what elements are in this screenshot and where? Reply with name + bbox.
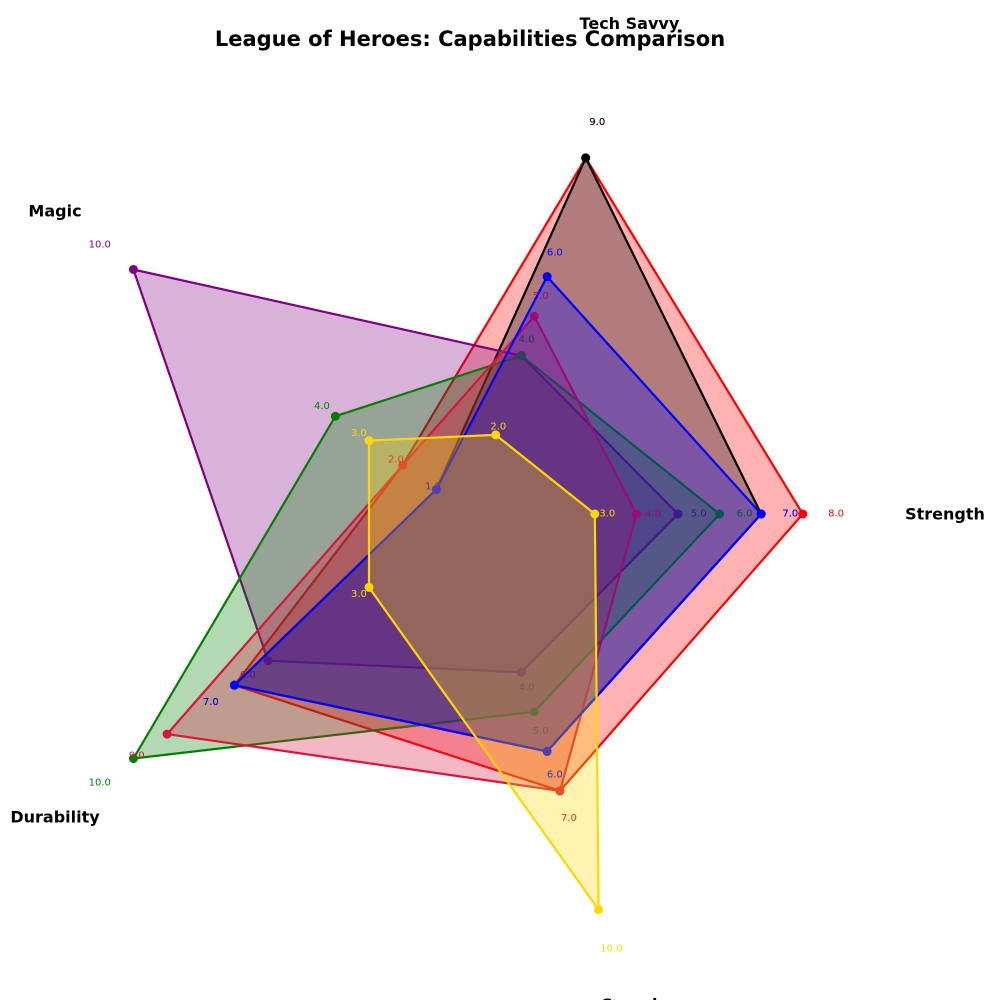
axis-label-speed: Speed: [601, 995, 657, 1000]
chart-title: League of Heroes: Capabilities Compariso…: [215, 27, 725, 51]
series-3-point-2: [330, 411, 340, 421]
series-5-point-1: [542, 272, 552, 282]
series-3-point-3: [128, 754, 138, 764]
series-0-value-label-0: 8.0: [828, 509, 844, 520]
series-4-value-label-3: 9.0: [129, 751, 145, 762]
series-5-value-label-2: 1.0: [425, 482, 441, 493]
series-3-value-label-1: 4.0: [519, 334, 535, 345]
series-1-value-label-4: 6.0: [547, 770, 563, 781]
series-2-value-label-2: 10.0: [89, 240, 111, 251]
series-4-point-4: [555, 786, 565, 796]
series-6-point-0: [590, 509, 600, 519]
series-2: 5.0 4.0 10.0 6.0 4.0: [89, 240, 707, 694]
series-5-value-label-0: 7.0: [782, 509, 798, 520]
series-3-value-label-4: 5.0: [533, 726, 549, 737]
series-4-point-2: [398, 460, 408, 470]
series-5-point-3: [229, 680, 239, 690]
series-6-value-label-1: 2.0: [490, 421, 506, 432]
series-3: 6.0 4.0 4.0 10.0 5.0: [89, 334, 753, 788]
series-2-value-label-3: 6.0: [240, 670, 256, 681]
series-2-point-0: [673, 509, 683, 519]
series-2-value-label-0: 5.0: [691, 509, 707, 520]
series-5-point-2: [431, 485, 441, 495]
series-2-value-label-4: 4.0: [519, 683, 535, 694]
series-3-value-label-0: 6.0: [737, 509, 753, 520]
series-5-value-label-1: 6.0: [547, 247, 563, 258]
series-4-value-label-0: 4.0: [645, 509, 661, 520]
series-6-point-2: [364, 436, 374, 446]
series-6: 3.0 2.0 3.0 3.0 10.0: [351, 421, 623, 954]
series-5: 7.0 6.0 1.0 7.0 6.0: [203, 247, 798, 780]
series-4-area: [164, 314, 638, 793]
series-3-point-0: [715, 509, 725, 519]
series-4-value-label-4: 7.0: [561, 813, 577, 824]
series-5-value-label-3: 7.0: [203, 697, 219, 708]
series-6-value-label-4: 10.0: [600, 944, 622, 955]
series-0-area: [232, 155, 805, 793]
axis-label-strength: Strength: [905, 505, 985, 524]
series-6-point-3: [364, 582, 374, 592]
series-2-value-label-1: 4.0: [519, 334, 535, 345]
series-4-value-label-1: 5.0: [533, 291, 549, 302]
series-2-point-4: [516, 667, 526, 677]
series-layer: 8.09.02.07.07.07.09.01.07.06.05.04.010.0…: [89, 117, 844, 955]
series-5-area: [232, 274, 763, 753]
series-4-point-1: [529, 311, 539, 321]
series-2-area: [131, 267, 680, 674]
series-3-point-1: [516, 351, 526, 361]
series-6-area: [367, 433, 600, 914]
series-0-value-label-4: 7.0: [561, 813, 577, 824]
axis-labels: Strength Tech Savvy Magic Durability Speed: [10, 14, 985, 1000]
series-5-value-label-4: 6.0: [547, 770, 563, 781]
series-0-value-label-3: 7.0: [203, 697, 219, 708]
series-2-point-3: [263, 656, 273, 666]
series-3-area: [131, 354, 722, 760]
series-1-value-label-1: 9.0: [589, 117, 605, 128]
series-4-point-3: [162, 729, 172, 739]
series-1-value-label-0: 7.0: [782, 509, 798, 520]
series-2-point-2: [128, 264, 138, 274]
series-3-value-label-2: 4.0: [314, 401, 330, 412]
axis-label-durability: Durability: [10, 808, 100, 827]
series-6-point-1: [491, 430, 501, 440]
series-6-value-label-2: 3.0: [351, 428, 367, 439]
axis-label-magic: Magic: [28, 201, 81, 220]
series-4: 4.0 5.0 2.0 9.0 7.0: [129, 291, 661, 824]
series-5-point-0: [756, 509, 766, 519]
series-6-value-label-3: 3.0: [351, 589, 367, 600]
series-6-point-4: [594, 905, 604, 915]
series-4-value-label-2: 2.0: [388, 455, 404, 466]
series-3-value-label-3: 10.0: [89, 777, 111, 788]
series-4-point-0: [631, 509, 641, 519]
series-0-point-0: [798, 509, 808, 519]
series-0-value-label-2: 2.0: [388, 455, 404, 466]
series-1-value-label-3: 7.0: [203, 697, 219, 708]
series-1-point-1: [581, 153, 591, 163]
axis-label-tech-savvy: Tech Savvy: [580, 14, 680, 33]
series-0-value-label-1: 9.0: [589, 117, 605, 128]
series-6-value-label-0: 3.0: [599, 509, 615, 520]
series-5-point-4: [542, 746, 552, 756]
series-3-point-4: [529, 707, 539, 717]
